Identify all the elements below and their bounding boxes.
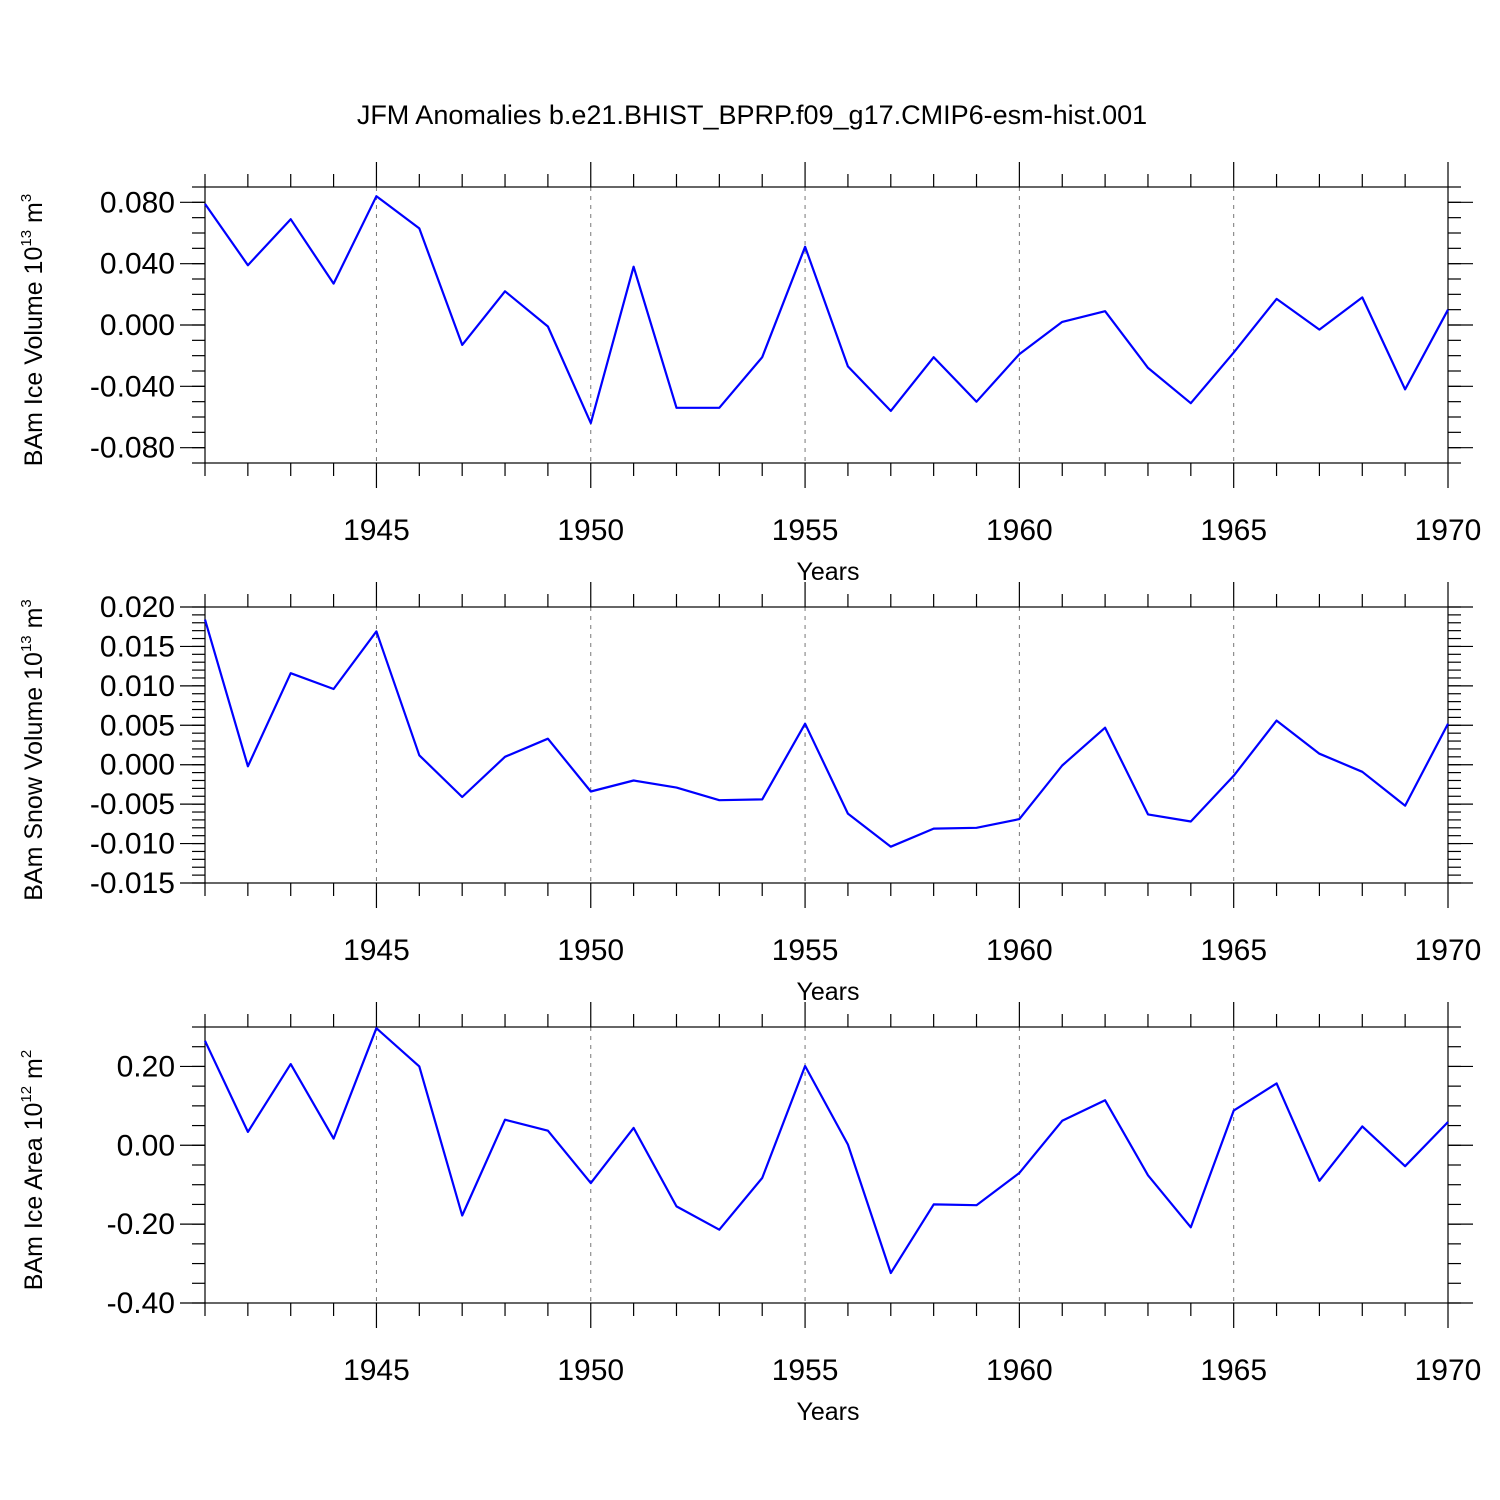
y-tick-label: 0.015 (100, 630, 175, 663)
y-tick-label: 0.040 (100, 248, 175, 281)
y-axis-title-exponent: 13 (18, 635, 35, 652)
y-tick-label: 0.000 (100, 309, 175, 342)
y-tick-label: 0.020 (100, 591, 175, 624)
y-tick-label: 0.010 (100, 670, 175, 703)
y-axis-title-unit: m (20, 608, 48, 636)
y-tick-label: 0.080 (100, 186, 175, 219)
x-tick-label: 1970 (1415, 514, 1482, 547)
x-tick-label: 1970 (1415, 934, 1482, 967)
y-tick-label: 0.005 (100, 709, 175, 742)
y-axis-title-exponent: 13 (18, 230, 35, 247)
panel-snow-volume: -0.015 -0.010 -0.005 0.000 0.005 0.010 0.015 0.… (18, 582, 1481, 1006)
series-line-ice-area (204, 1027, 1449, 1275)
x-tick-label: 1955 (772, 514, 839, 547)
panels: -0.080 -0.040 0.000 0.040 0.080 1945 1950 1955 1… (18, 162, 1481, 1426)
x-tick-label: 1955 (772, 934, 839, 967)
x-tick-label: 1960 (986, 1354, 1053, 1387)
y-tick-label: 0.20 (117, 1050, 175, 1083)
panel-ice-area: -0.40 -0.20 0.00 0.20 1945 1950 1955 1960 1965 19… (18, 1002, 1481, 1426)
x-tick-label: 1950 (557, 514, 624, 547)
y-axis-title-unit-exponent: 3 (18, 599, 35, 607)
x-tick-label: 1970 (1415, 1354, 1482, 1387)
x-tick-label: 1950 (557, 934, 624, 967)
y-tick-label: -0.080 (90, 432, 175, 465)
y-axis-title: BAm Ice Volume 1013 m3 (18, 194, 48, 466)
series-line-snow-volume (203, 619, 1449, 848)
y-tick-label: -0.40 (107, 1287, 175, 1320)
x-tick-label: 1945 (343, 1354, 410, 1387)
y-tick-label: -0.040 (90, 370, 175, 403)
y-axis-title: BAm Snow Volume 1013 m3 (18, 599, 48, 901)
y-axis-title-unit-exponent: 2 (18, 1050, 35, 1058)
y-tick-label: -0.005 (90, 788, 175, 821)
panel-ice-volume: -0.080 -0.040 0.000 0.040 0.080 1945 1950 1955 1… (18, 162, 1481, 586)
x-tick-label: 1945 (343, 934, 410, 967)
y-tick-label: -0.010 (90, 828, 175, 861)
x-tick-label: 1945 (343, 514, 410, 547)
y-tick-label: -0.015 (90, 867, 175, 900)
y-tick-label: 0.00 (117, 1129, 175, 1162)
x-axis-title: Years (796, 1398, 859, 1426)
x-tick-label: 1955 (772, 1354, 839, 1387)
y-axis-title-exponent: 12 (18, 1086, 35, 1103)
x-tick-label: 1950 (557, 1354, 624, 1387)
y-axis-title-unit: m (20, 1058, 48, 1086)
x-tick-label: 1965 (1200, 514, 1267, 547)
y-axis-title-unit: m (20, 202, 48, 230)
y-axis-title-unit-exponent: 3 (18, 194, 35, 202)
x-axis-title: Years (796, 978, 859, 1006)
plot-frame (204, 606, 1449, 884)
plot-frame (204, 186, 1449, 464)
x-tick-label: 1965 (1200, 934, 1267, 967)
x-tick-label: 1960 (986, 934, 1053, 967)
y-tick-label: 0.000 (100, 749, 175, 782)
y-axis-title-main: BAm Ice Area 10 (20, 1103, 48, 1291)
y-axis-title-main: BAm Snow Volume 10 (20, 652, 48, 901)
y-axis-title: BAm Ice Area 1012 m2 (18, 1050, 48, 1290)
x-tick-label: 1965 (1200, 1354, 1267, 1387)
series-line-ice-volume (204, 195, 1449, 425)
plot-frame (204, 1026, 1449, 1304)
x-tick-label: 1960 (986, 514, 1053, 547)
y-tick-label: -0.20 (107, 1208, 175, 1241)
chart-title: JFM Anomalies b.e21.BHIST_BPRP.f09_g17.C… (357, 100, 1147, 130)
x-axis-title: Years (796, 558, 859, 586)
y-axis-title-main: BAm Ice Volume 10 (20, 247, 48, 467)
